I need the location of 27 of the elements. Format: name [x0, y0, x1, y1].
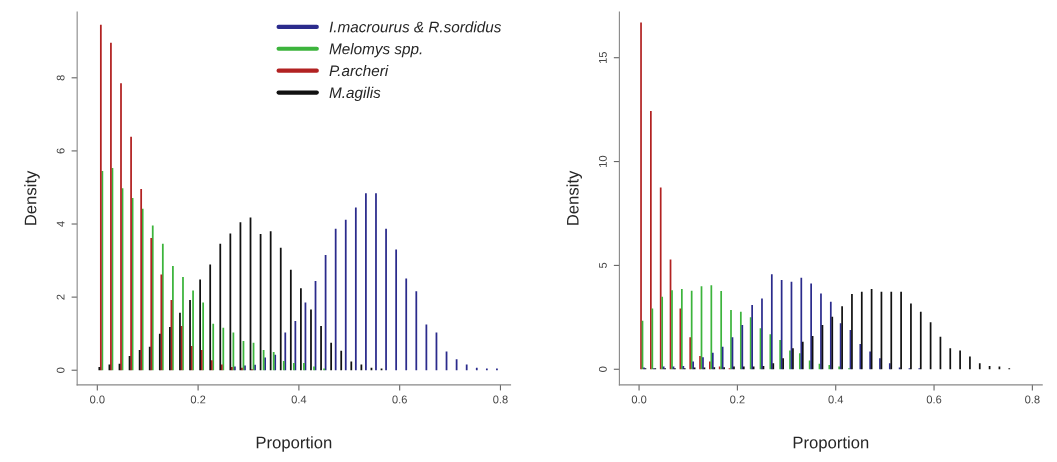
legend-label: I.macrourus & R.sordidus — [329, 21, 502, 33]
y-tick-label: 2 — [56, 294, 65, 300]
y-tick-label: 6 — [56, 148, 65, 154]
y-tick-label: 5 — [599, 262, 607, 269]
legend-label: Melomys spp. — [329, 43, 422, 58]
x-tick-label: 0.8 — [493, 395, 508, 404]
y-tick-label: 0 — [56, 367, 65, 373]
y-tick-label: 4 — [56, 221, 65, 227]
x-tick-label: 0.6 — [926, 395, 942, 404]
x-tick-label: 0.4 — [828, 395, 844, 404]
x-tick-label: 0.8 — [1025, 395, 1040, 404]
y-tick-label: 15 — [599, 51, 607, 64]
y-axis-title: Density — [24, 170, 40, 225]
x-tick-label: 0.2 — [730, 395, 745, 404]
x-tick-label: 0.6 — [392, 395, 407, 404]
y-tick-label: 8 — [56, 75, 65, 81]
legend-label: M.agilis — [329, 86, 381, 102]
legend-label: P.archeri — [329, 64, 389, 77]
x-tick-label: 0.4 — [291, 395, 307, 404]
y-tick-label: 10 — [598, 155, 607, 167]
y-tick-label: 0 — [598, 366, 607, 372]
x-tick-label: 0.0 — [90, 395, 105, 404]
x-tick-label: 0.0 — [631, 395, 647, 404]
y-axis-title: Density — [566, 170, 582, 225]
x-axis-title: Proportion — [256, 436, 332, 452]
x-axis-title: Proportion — [793, 436, 869, 452]
x-tick-label: 0.2 — [190, 395, 206, 404]
